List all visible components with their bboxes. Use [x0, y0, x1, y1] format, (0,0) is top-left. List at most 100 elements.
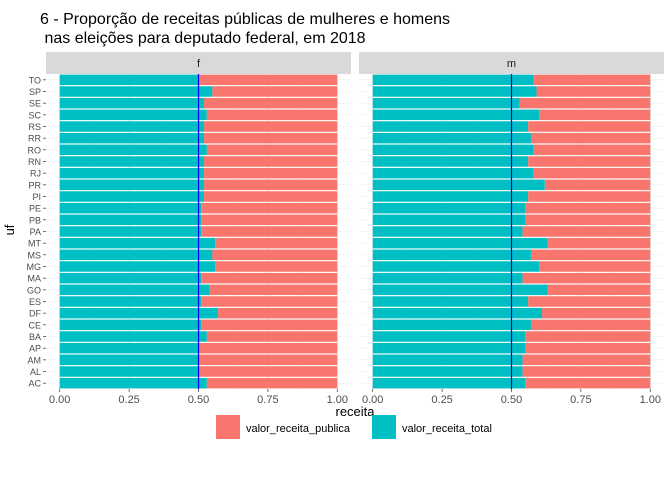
bar-valor-receita-total — [59, 86, 213, 97]
bar-valor-receita-total — [372, 179, 545, 191]
chart-title-line2: nas eleições para deputado federal, em 2… — [40, 30, 366, 47]
bar-valor-receita-total — [372, 319, 531, 331]
y-tick-label: MG — [27, 262, 42, 272]
bar-valor-receita-total — [372, 261, 540, 272]
bar-valor-receita-total — [372, 307, 543, 319]
bar-valor-receita-publica — [522, 226, 651, 237]
y-tick-label: RJ — [30, 169, 41, 179]
bar-valor-receita-total — [59, 366, 199, 377]
x-tick-label: 0.50 — [501, 394, 522, 406]
bar-valor-receita-publica — [525, 331, 651, 342]
x-tick-label: 0.75 — [570, 394, 591, 406]
bar-valor-receita-total — [372, 237, 548, 249]
x-tick-label: 0.25 — [118, 394, 139, 406]
x-tick-label: 0.50 — [188, 394, 209, 406]
bar-valor-receita-total — [59, 167, 205, 179]
y-tick-label: DF — [29, 309, 41, 319]
bar-valor-receita-total — [372, 366, 523, 377]
y-tick-label: PE — [29, 204, 41, 214]
x-tick-label: 0.00 — [362, 394, 383, 406]
y-tick-label: RO — [28, 145, 42, 155]
legend: valor_receita_publica valor_receita_total — [216, 415, 492, 439]
bar-valor-receita-total — [59, 296, 202, 307]
legend-key — [372, 415, 396, 439]
bar-valor-receita-total — [372, 86, 537, 97]
bar-valor-receita-publica — [206, 109, 338, 121]
facet-strip — [46, 52, 351, 74]
bar-valor-receita-total — [372, 296, 529, 307]
chart-title-line1: 6 - Proporção de receitas públicas de mu… — [40, 11, 450, 28]
bar-valor-receita-total — [59, 354, 199, 366]
panel-f: f 0.00 0.25 0.50 0.75 1.00 — [46, 52, 351, 406]
bar-valor-receita-publica — [525, 342, 651, 354]
x-tick-label: 1.00 — [327, 394, 348, 406]
bar-valor-receita-total — [59, 121, 205, 132]
y-tick-label: PB — [29, 215, 41, 225]
bar-valor-receita-publica — [530, 249, 651, 261]
x-axis-label: receita — [335, 404, 375, 419]
bar-valor-receita-total — [372, 249, 531, 261]
bar-valor-receita-publica — [528, 121, 651, 132]
bar-valor-receita-publica — [525, 377, 651, 389]
y-tick-label: SE — [29, 99, 41, 109]
bar-valor-receita-publica — [201, 296, 338, 307]
bar-valor-receita-total — [372, 202, 526, 214]
x-tick-label: 0.75 — [257, 394, 278, 406]
bar-valor-receita-total — [59, 307, 218, 319]
bar-valor-receita-total — [372, 144, 534, 156]
y-tick-label: PR — [28, 180, 41, 190]
y-tick-label: PI — [32, 192, 41, 202]
facet-label: f — [197, 58, 201, 70]
legend-key — [216, 415, 240, 439]
bar-valor-receita-total — [59, 179, 205, 191]
bar-valor-receita-publica — [533, 167, 651, 179]
bar-valor-receita-publica — [533, 74, 651, 86]
bar-valor-receita-total — [59, 237, 216, 249]
bar-valor-receita-total — [372, 226, 523, 237]
bar-valor-receita-publica — [212, 86, 338, 97]
bar-valor-receita-total — [59, 202, 202, 214]
bar-valor-receita-publica — [215, 237, 338, 249]
bar-valor-receita-publica — [525, 214, 651, 226]
bar-valor-receita-publica — [536, 86, 651, 97]
bar-valor-receita-publica — [539, 109, 651, 121]
y-tick-label: AL — [30, 367, 41, 377]
bar-valor-receita-total — [59, 261, 216, 272]
bar-valor-receita-publica — [522, 366, 651, 377]
bar-valor-receita-publica — [198, 342, 338, 354]
panel-m: m 0.00 0.25 0.50 0.75 1.00 — [359, 52, 664, 406]
bar-valor-receita-total — [59, 144, 207, 156]
y-tick-label: RN — [28, 157, 41, 167]
bar-valor-receita-publica — [212, 249, 338, 261]
bar-valor-receita-publica — [533, 144, 651, 156]
bar-valor-receita-total — [372, 272, 523, 284]
y-tick-label: AP — [29, 344, 41, 354]
bar-valor-receita-total — [59, 132, 205, 144]
bar-valor-receita-publica — [539, 261, 651, 272]
y-tick-label: PA — [30, 227, 41, 237]
bar-valor-receita-publica — [215, 261, 338, 272]
y-tick-label: CE — [28, 320, 41, 330]
y-tick-label: GO — [27, 285, 41, 295]
bar-valor-receita-publica — [204, 167, 338, 179]
bar-valor-receita-publica — [206, 144, 338, 156]
bar-valor-receita-total — [372, 167, 534, 179]
bar-valor-receita-publica — [201, 214, 338, 226]
bar-valor-receita-total — [372, 284, 548, 296]
y-tick-label: MT — [28, 239, 41, 249]
bar-valor-receita-total — [372, 74, 534, 86]
bar-valor-receita-publica — [204, 156, 338, 167]
bar-valor-receita-publica — [201, 272, 338, 284]
x-tick-label: 0.00 — [49, 394, 70, 406]
bar-valor-receita-publica — [204, 179, 338, 191]
bar-valor-receita-total — [59, 249, 213, 261]
y-axis-label: uf — [2, 224, 17, 235]
y-tick-label: SP — [29, 87, 41, 97]
bar-valor-receita-publica — [547, 284, 651, 296]
y-tick-label: ES — [29, 297, 41, 307]
bar-valor-receita-total — [59, 156, 205, 167]
bar-valor-receita-total — [59, 319, 202, 331]
y-tick-label: AM — [28, 355, 42, 365]
bar-valor-receita-publica — [206, 331, 338, 342]
